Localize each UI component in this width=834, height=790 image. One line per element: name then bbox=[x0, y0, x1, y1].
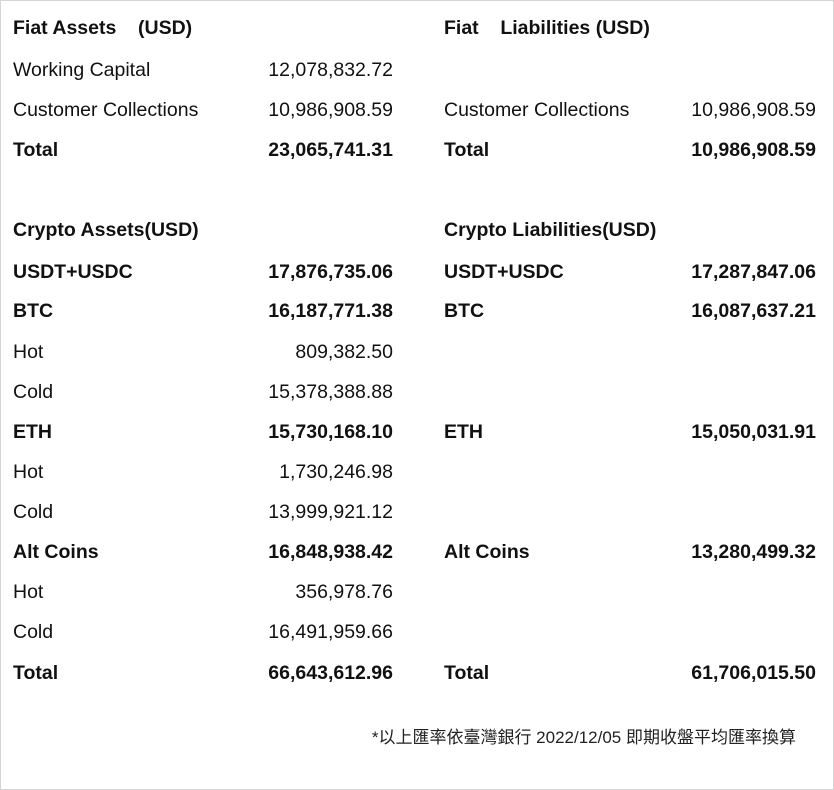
crypto-asset-value: 13,999,921.12 bbox=[268, 501, 393, 523]
crypto-liabilities-total-value: 61,706,015.50 bbox=[691, 662, 816, 684]
fiat-liability-value: 10,986,908.59 bbox=[691, 99, 816, 121]
fiat-assets-title: Fiat Assets (USD) bbox=[13, 17, 193, 39]
exchange-rate-footnote: *以上匯率依臺灣銀行 2022/12/05 即期收盤平均匯率換算 bbox=[371, 728, 796, 747]
crypto-asset-label: Cold bbox=[13, 381, 54, 403]
fiat-asset-value: 10,986,908.59 bbox=[268, 99, 393, 121]
fiat-assets-total-label: Total bbox=[13, 139, 59, 161]
crypto-liability-value: 16,087,637.21 bbox=[691, 300, 816, 322]
crypto-assets-total-value: 66,643,612.96 bbox=[268, 662, 393, 684]
crypto-asset-value: 16,187,771.38 bbox=[268, 300, 393, 322]
crypto-assets-total-label: Total bbox=[13, 662, 59, 684]
fiat-liabilities-total-label: Total bbox=[444, 139, 490, 161]
fiat-asset-label: Working Capital bbox=[13, 59, 151, 81]
crypto-liability-value: 15,050,031.91 bbox=[691, 421, 816, 443]
crypto-liability-label: BTC bbox=[444, 300, 485, 322]
crypto-asset-value: 16,491,959.66 bbox=[268, 621, 393, 643]
crypto-asset-value: 1,730,246.98 bbox=[279, 461, 393, 483]
crypto-liability-label: USDT+USDC bbox=[444, 261, 564, 283]
fiat-liability-label: Customer Collections bbox=[444, 99, 630, 121]
fiat-liabilities-total-value: 10,986,908.59 bbox=[691, 139, 816, 161]
crypto-asset-label: Cold bbox=[13, 501, 54, 523]
fiat-asset-value: 12,078,832.72 bbox=[268, 59, 393, 81]
crypto-liabilities-total-label: Total bbox=[444, 662, 490, 684]
fiat-asset-label: Customer Collections bbox=[13, 99, 199, 121]
crypto-liabilities-title: Crypto Liabilities(USD) bbox=[444, 219, 657, 241]
crypto-liability-value: 13,280,499.32 bbox=[691, 541, 816, 563]
crypto-asset-value: 15,378,388.88 bbox=[268, 381, 393, 403]
crypto-asset-value: 16,848,938.42 bbox=[268, 541, 393, 563]
crypto-asset-value: 809,382.50 bbox=[295, 341, 393, 363]
crypto-asset-label: Hot bbox=[13, 581, 44, 603]
crypto-liability-value: 17,287,847.06 bbox=[691, 261, 816, 283]
fiat-assets-total-value: 23,065,741.31 bbox=[268, 139, 393, 161]
crypto-asset-label: Alt Coins bbox=[13, 541, 99, 563]
crypto-assets-title: Crypto Assets(USD) bbox=[13, 219, 199, 241]
crypto-asset-label: Hot bbox=[13, 461, 44, 483]
crypto-asset-value: 17,876,735.06 bbox=[268, 261, 393, 283]
crypto-asset-label: BTC bbox=[13, 300, 54, 322]
crypto-asset-label: Hot bbox=[13, 341, 44, 363]
crypto-asset-value: 15,730,168.10 bbox=[268, 421, 393, 443]
crypto-asset-label: Cold bbox=[13, 621, 54, 643]
fiat-liabilities-title: Fiat Liabilities (USD) bbox=[444, 17, 650, 39]
crypto-liability-label: ETH bbox=[444, 421, 483, 443]
crypto-liability-label: Alt Coins bbox=[444, 541, 530, 563]
crypto-asset-value: 356,978.76 bbox=[295, 581, 393, 603]
crypto-asset-label: ETH bbox=[13, 421, 52, 443]
crypto-asset-label: USDT+USDC bbox=[13, 261, 133, 283]
